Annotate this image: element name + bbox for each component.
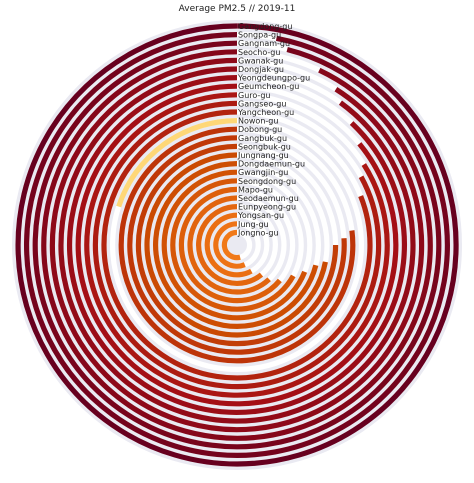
ring-bar	[75, 83, 399, 407]
ring-bar	[161, 169, 308, 321]
ring-label: Jongno-gu	[237, 228, 279, 237]
ring-label: Geumcheon-gu	[238, 82, 299, 91]
ring-label: Jungnang-gu	[237, 151, 289, 160]
ring-label: Yeongdeungpo-gu	[237, 74, 310, 83]
chart-title: Average PM2.5 // 2019-11	[179, 4, 296, 14]
ring-bar	[24, 32, 450, 458]
ring-label: Yongsan-gu	[237, 211, 284, 220]
ring-label: Nowon-gu	[238, 117, 278, 126]
ring-label: Seodaemun-gu	[238, 194, 299, 203]
ring-bar	[58, 66, 416, 424]
ring-label: Gwanak-gu	[238, 56, 283, 65]
ring-label: Yangcheon-gu	[237, 108, 294, 117]
ring-bar	[178, 186, 282, 304]
ring-labels: Gangdong-guSongpa-guGangnam-guSeocho-guG…	[237, 22, 310, 237]
ring-label: Gangseo-gu	[238, 99, 286, 108]
ring-label: Seongdong-gu	[238, 177, 296, 186]
ring-bar	[153, 161, 319, 329]
ring-label: Dongjak-gu	[238, 65, 284, 74]
ring-bar	[32, 40, 442, 450]
ring-label: Eunpyeong-gu	[238, 203, 296, 212]
ring-bar	[15, 23, 459, 467]
ring-label: Seongbuk-gu	[238, 142, 291, 151]
ring-bar	[221, 229, 241, 261]
ring-bar	[196, 204, 264, 286]
ring-bar	[170, 178, 296, 312]
ring-label: Gangnam-gu	[238, 39, 290, 48]
ring-bar	[118, 126, 356, 364]
ring-bar	[204, 212, 253, 278]
ring-label: Gangdong-gu	[238, 22, 292, 31]
ring-bar	[92, 100, 382, 390]
ring-label: Jung-gu	[237, 220, 269, 229]
ring-label: Gangbuk-gu	[238, 134, 287, 143]
ring-label: Mapo-gu	[238, 185, 273, 194]
ring-bar	[116, 118, 238, 208]
ring-bar	[67, 75, 407, 415]
ring-label: Dongdaemun-gu	[238, 160, 305, 169]
ring-bar	[127, 135, 347, 355]
ring-label: Seocho-gu	[238, 48, 280, 57]
ring-bar	[213, 221, 246, 269]
ring-bar	[135, 143, 339, 347]
ring-bar	[84, 92, 390, 398]
ring-bar	[101, 109, 373, 381]
ring-label: Dobong-gu	[238, 125, 282, 134]
ring-label: Guro-gu	[238, 91, 270, 100]
ring-bars	[15, 23, 459, 467]
ring-bar	[144, 152, 328, 338]
ring-label: Songpa-gu	[238, 31, 281, 40]
ring-label: Gwangjin-gu	[238, 168, 288, 177]
ring-bar	[41, 49, 433, 441]
ring-bar	[187, 195, 271, 295]
ring-bar	[49, 57, 425, 433]
